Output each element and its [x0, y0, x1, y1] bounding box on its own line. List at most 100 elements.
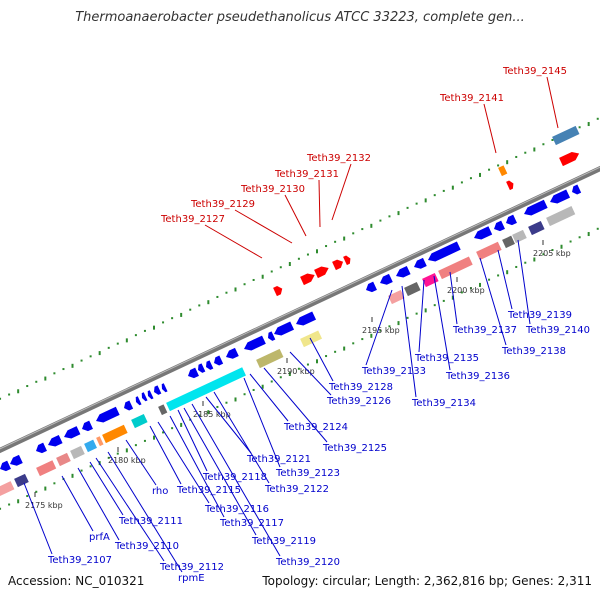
reverse-gene [550, 189, 571, 204]
reverse-gene-label-leader [449, 271, 458, 325]
reverse-gene [10, 454, 23, 466]
gc-dot [207, 410, 210, 415]
gc-dot [198, 414, 201, 417]
gc-dot [352, 232, 355, 235]
forward-gene-label[interactable]: Teth39_2131 [274, 169, 339, 180]
gc-dot [451, 185, 454, 190]
gc-dot [488, 278, 491, 281]
gene-block [131, 413, 148, 429]
gc-dot [125, 338, 128, 343]
reverse-gene-label[interactable]: Teth39_2134 [411, 398, 476, 409]
reverse-gene-label[interactable]: Teth39_2138 [501, 346, 566, 357]
gene-block [552, 125, 580, 146]
forward-gene-label[interactable]: Teth39_2129 [190, 199, 255, 210]
forward-gene [273, 286, 283, 297]
forward-gene-label[interactable]: Teth39_2145 [502, 66, 567, 77]
reverse-gene-label[interactable]: Teth39_2136 [445, 371, 510, 382]
reverse-gene-label[interactable]: Teth39_2123 [275, 468, 340, 479]
reverse-gene [572, 184, 582, 195]
gc-dot [261, 384, 264, 389]
gc-dot [433, 194, 436, 197]
gene-block [388, 289, 405, 305]
forward-gene-label-leader [204, 224, 263, 259]
reverse-gene-label[interactable]: Teth39_2135 [414, 353, 479, 364]
reverse-gene-label[interactable]: Teth39_2126 [326, 396, 391, 407]
reverse-gene-label[interactable]: Teth39_2128 [328, 382, 393, 393]
gc-dot [479, 282, 482, 287]
reverse-gene-label[interactable]: Teth39_2115 [176, 485, 241, 496]
gene-block [158, 404, 168, 416]
gc-dot [424, 198, 427, 203]
reverse-gene [428, 241, 461, 262]
reverse-gene-label-leader [418, 279, 425, 353]
gc-dot [551, 138, 554, 141]
reverse-gene-label[interactable]: Teth39_2125 [322, 443, 387, 454]
gc-dot [243, 393, 246, 396]
reverse-gene-label-leader [107, 451, 183, 573]
scale-tick-label: 2205 kbp [533, 249, 571, 258]
gc-dot [288, 262, 291, 267]
reverse-gene-label[interactable]: Teth39_2110 [114, 541, 179, 552]
gc-dot [71, 473, 74, 478]
gc-dot [116, 342, 119, 345]
reverse-gene-label[interactable]: rpmE [178, 573, 205, 584]
gc-dot [180, 422, 183, 427]
gene-track [0, 125, 582, 497]
gc-dot [361, 338, 364, 341]
gc-dot [143, 329, 146, 332]
gc-dot [460, 181, 463, 184]
reverse-gene-label[interactable]: Teth39_2117 [219, 518, 284, 529]
reverse-gene-label[interactable]: Teth39_2119 [251, 536, 316, 547]
gene-block [0, 481, 15, 497]
gene-block [502, 235, 515, 249]
reverse-gene-label[interactable]: Teth39_2112 [159, 562, 224, 573]
reverse-gene-label-leader [177, 409, 208, 472]
forward-gene-label-leader [483, 103, 497, 154]
gc-dot [479, 172, 482, 177]
forward-gene-label[interactable]: Teth39_2127 [160, 214, 225, 225]
reverse-gene [414, 257, 427, 269]
gc-dot [442, 189, 445, 192]
reverse-gene-label-leader [191, 403, 281, 557]
reverse-gene-label[interactable]: Teth39_2140 [525, 325, 590, 336]
reverse-gene-label[interactable]: rho [152, 486, 168, 497]
forward-gene-label[interactable]: Teth39_2130 [240, 184, 305, 195]
reverse-gene-label[interactable]: Teth39_2120 [275, 557, 340, 568]
reverse-gene-label-leader [517, 239, 531, 325]
gc-dot [578, 126, 581, 129]
gene-block [498, 165, 508, 177]
reverse-gene [147, 390, 154, 400]
reverse-gene-label[interactable]: Teth39_2137 [452, 325, 517, 336]
forward-gene-label[interactable]: Teth39_2141 [439, 93, 504, 104]
forward-gene-label[interactable]: Teth39_2132 [306, 153, 371, 164]
gc-dot [216, 405, 219, 408]
reverse-gene-label[interactable]: Teth39_2107 [47, 555, 112, 566]
scale-tick-label: 2185 kbp [193, 410, 231, 419]
reverse-gene-label[interactable]: Teth39_2122 [264, 484, 329, 495]
reverse-gene-label[interactable]: Teth39_2124 [283, 422, 348, 433]
reverse-gene [206, 360, 214, 370]
gc-dot [515, 155, 518, 158]
gc-dot [17, 389, 20, 394]
forward-gene [343, 255, 351, 266]
accession-text: Accession: NC_010321 [8, 574, 145, 588]
reverse-gene-label-leader [365, 289, 393, 366]
reverse-gene-label-leader [249, 373, 289, 422]
reverse-gene-label[interactable]: Teth39_2116 [204, 504, 269, 515]
gc-dot [388, 215, 391, 218]
gc-dot [162, 431, 165, 434]
scale-tick-label: 2175 kbp [25, 501, 63, 510]
gene-labels: Teth39_2127 Teth39_2129 Teth39_2130 Teth39_… [23, 66, 590, 584]
reverse-gene-label[interactable]: Teth39_2139 [507, 310, 572, 321]
gc-dot [460, 291, 463, 294]
reverse-gene [36, 442, 47, 454]
gc-dot [189, 308, 192, 311]
gc-dot [0, 397, 2, 400]
gc-dot [497, 164, 500, 167]
reverse-gene-label[interactable]: prfA [89, 532, 110, 543]
gc-dot [343, 236, 346, 241]
forward-gene [506, 180, 514, 191]
gc-dot [316, 359, 319, 364]
reverse-gene-label[interactable]: Teth39_2121 [246, 454, 311, 465]
reverse-gene-label[interactable]: Teth39_2133 [361, 366, 426, 377]
